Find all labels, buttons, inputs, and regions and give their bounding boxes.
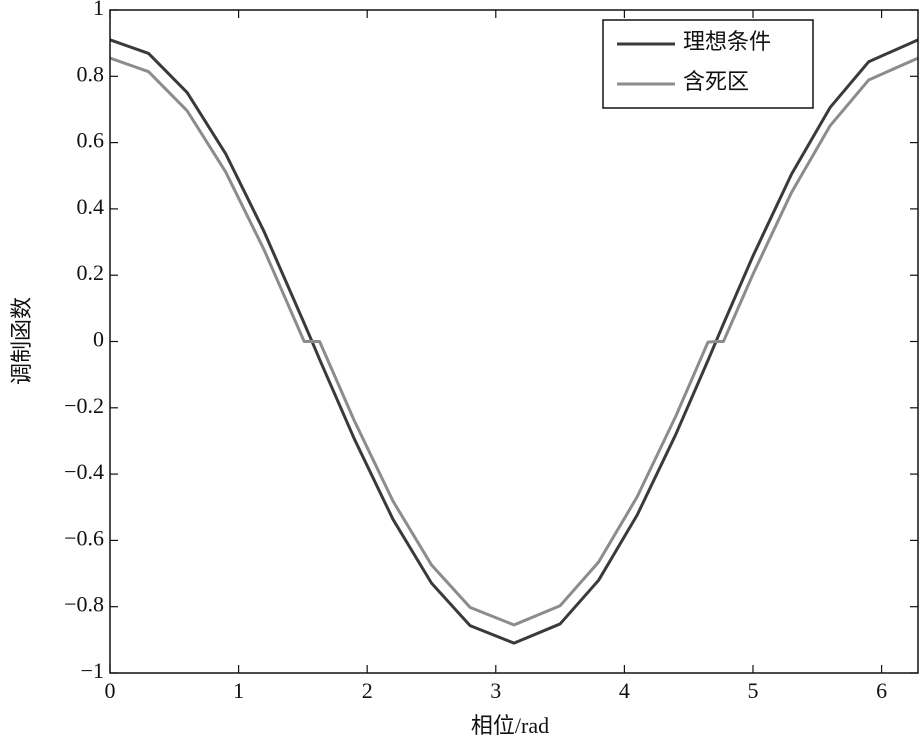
- x-axis-label: 相位/rad: [471, 713, 549, 738]
- legend-label: 含死区: [683, 69, 749, 94]
- y-tick-label: 0.8: [77, 61, 105, 86]
- y-tick-label: 0.6: [77, 128, 105, 153]
- x-tick-label: 3: [490, 678, 501, 703]
- plot-frame: [109, 9, 919, 674]
- y-axis-label: 调制函数: [9, 297, 34, 385]
- line-series: [109, 56, 919, 627]
- legend-label: 理想条件: [683, 29, 771, 54]
- x-tick-label: 1: [233, 678, 244, 703]
- y-tick-label: 1: [93, 0, 104, 20]
- y-tick-label: 0.4: [77, 194, 105, 219]
- x-tick-label: 4: [619, 678, 630, 703]
- y-tick-label: −0.8: [64, 592, 104, 617]
- y-tick-label: 0: [93, 327, 104, 352]
- legend-box: [602, 19, 814, 109]
- y-tick-label: −1: [81, 658, 104, 683]
- x-tick-label: 0: [105, 678, 116, 703]
- x-tick-label: 2: [362, 678, 373, 703]
- y-tick-label: −0.6: [64, 525, 104, 550]
- x-tick-label: 5: [747, 678, 758, 703]
- y-tick-label: 0.2: [77, 260, 105, 285]
- x-tick-label: 6: [876, 678, 887, 703]
- y-tick-label: −0.4: [64, 459, 104, 484]
- y-tick-label: −0.2: [64, 393, 104, 418]
- line-series: [109, 38, 919, 645]
